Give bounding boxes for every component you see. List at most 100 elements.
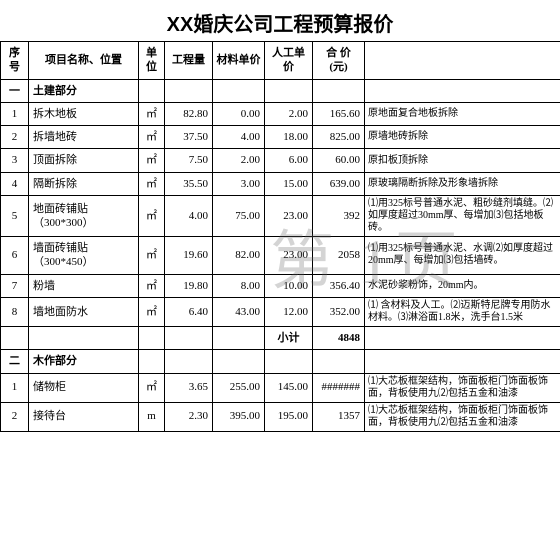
- cell-idx: 4: [1, 172, 29, 195]
- cell-empty: [139, 326, 165, 349]
- cell-idx: 2: [1, 402, 29, 431]
- cell-name: 拆木地板: [29, 102, 139, 125]
- page-title: XX婚庆公司工程预算报价: [0, 0, 560, 41]
- cell-total: 60.00: [313, 149, 365, 172]
- cell-mat: 75.00: [213, 196, 265, 237]
- cell-labor: 15.00: [265, 172, 313, 195]
- header-idx: 序号: [1, 42, 29, 80]
- cell-mat: 43.00: [213, 297, 265, 326]
- cell-total: 356.40: [313, 274, 365, 297]
- cell-qty: 19.60: [165, 237, 213, 275]
- cell-total: #######: [313, 373, 365, 402]
- table-row: 1储物柜㎡3.65255.00145.00#######⑴大芯板框架结构，饰面板…: [1, 373, 560, 402]
- cell-total: 352.00: [313, 297, 365, 326]
- cell-name: 顶面拆除: [29, 149, 139, 172]
- cell-remark: ⑴用325标号普通水泥、粗砂缝剂填缝。⑵如厚度超过30mm厚、每增加⑶包括地板砖…: [365, 196, 560, 237]
- cell-labor: 23.00: [265, 237, 313, 275]
- cell-remark: ⑴大芯板框架结构，饰面板柜门饰面板饰面，背板使用九⑵包括五金和油漆: [365, 402, 560, 431]
- cell-idx: 1: [1, 373, 29, 402]
- cell-unit: ㎡: [139, 196, 165, 237]
- cell-name: 粉墙: [29, 274, 139, 297]
- cell-idx: 1: [1, 102, 29, 125]
- cell-remark: 水泥砂浆粉饰，20mm内。: [365, 274, 560, 297]
- cell-remark: 原扣板顶拆除: [365, 149, 560, 172]
- section-name: 土建部分: [29, 79, 139, 102]
- header-row: 序号 项目名称、位置 单位 工程量 材料单价 人工单价 合 价 (元): [1, 42, 560, 80]
- cell-qty: 82.80: [165, 102, 213, 125]
- cell-empty: [29, 326, 139, 349]
- table-row: 3顶面拆除㎡7.502.006.0060.00原扣板顶拆除: [1, 149, 560, 172]
- cell-unit: ㎡: [139, 297, 165, 326]
- cell-total: 165.60: [313, 102, 365, 125]
- table-row: 8墙地面防水㎡6.4043.0012.00352.00⑴ 含材料及人工。⑵迈斯特…: [1, 297, 560, 326]
- cell-mat: 8.00: [213, 274, 265, 297]
- cell-qty: 3.65: [165, 373, 213, 402]
- cell-labor: 10.00: [265, 274, 313, 297]
- table-row: 2接待台m2.30395.00195.001357⑴大芯板框架结构，饰面板柜门饰…: [1, 402, 560, 431]
- cell-total: 1357: [313, 402, 365, 431]
- subtotal-label: 小计: [265, 326, 313, 349]
- cell-empty: [139, 79, 165, 102]
- cell-remark: 原地面复合地板拆除: [365, 102, 560, 125]
- cell-qty: 6.40: [165, 297, 213, 326]
- header-name: 项目名称、位置: [29, 42, 139, 80]
- cell-name: 拆墙地砖: [29, 126, 139, 149]
- cell-total: 825.00: [313, 126, 365, 149]
- cell-empty: [165, 350, 213, 373]
- cell-empty: [365, 350, 560, 373]
- cell-qty: 37.50: [165, 126, 213, 149]
- cell-empty: [165, 326, 213, 349]
- header-labor: 人工单价: [265, 42, 313, 80]
- cell-mat: 395.00: [213, 402, 265, 431]
- cell-name: 隔断拆除: [29, 172, 139, 195]
- cell-idx: 8: [1, 297, 29, 326]
- cell-empty: [1, 326, 29, 349]
- cell-empty: [213, 326, 265, 349]
- cell-mat: 4.00: [213, 126, 265, 149]
- cell-name: 储物柜: [29, 373, 139, 402]
- cell-unit: ㎡: [139, 274, 165, 297]
- cell-unit: ㎡: [139, 237, 165, 275]
- cell-remark: 原墙地砖拆除: [365, 126, 560, 149]
- cell-unit: ㎡: [139, 102, 165, 125]
- table-row: 1拆木地板㎡82.800.002.00165.60原地面复合地板拆除: [1, 102, 560, 125]
- cell-empty: [213, 79, 265, 102]
- cell-remark: ⑴ 含材料及人工。⑵迈斯特尼牌专用防水材料。⑶淋浴面1.8米，洗手台1.5米: [365, 297, 560, 326]
- cell-empty: [265, 350, 313, 373]
- cell-unit: ㎡: [139, 172, 165, 195]
- cell-qty: 2.30: [165, 402, 213, 431]
- cell-qty: 19.80: [165, 274, 213, 297]
- section-idx: 二: [1, 350, 29, 373]
- cell-total: 639.00: [313, 172, 365, 195]
- cell-unit: ㎡: [139, 126, 165, 149]
- cell-empty: [313, 79, 365, 102]
- cell-idx: 2: [1, 126, 29, 149]
- cell-name: 墙面砖铺贴 （300*450）: [29, 237, 139, 275]
- cell-remark: 原玻璃隔断拆除及形象墙拆除: [365, 172, 560, 195]
- header-unit: 单位: [139, 42, 165, 80]
- budget-table: 序号 项目名称、位置 单位 工程量 材料单价 人工单价 合 价 (元) 一土建部…: [0, 41, 560, 432]
- section-row: 一土建部分: [1, 79, 560, 102]
- cell-mat: 3.00: [213, 172, 265, 195]
- cell-qty: 4.00: [165, 196, 213, 237]
- cell-empty: [313, 350, 365, 373]
- table-row: 6墙面砖铺贴 （300*450）㎡19.6082.0023.002058⑴用32…: [1, 237, 560, 275]
- cell-empty: [265, 79, 313, 102]
- subtotal-value: 4848: [313, 326, 365, 349]
- table-row: 4隔断拆除㎡35.503.0015.00639.00原玻璃隔断拆除及形象墙拆除: [1, 172, 560, 195]
- cell-mat: 0.00: [213, 102, 265, 125]
- cell-labor: 12.00: [265, 297, 313, 326]
- cell-empty: [365, 79, 560, 102]
- cell-unit: ㎡: [139, 373, 165, 402]
- cell-empty: [213, 350, 265, 373]
- header-total: 合 价 (元): [313, 42, 365, 80]
- section-row: 二木作部分: [1, 350, 560, 373]
- cell-name: 墙地面防水: [29, 297, 139, 326]
- cell-idx: 5: [1, 196, 29, 237]
- cell-labor: 2.00: [265, 102, 313, 125]
- cell-unit: m: [139, 402, 165, 431]
- header-qty: 工程量: [165, 42, 213, 80]
- cell-empty: [365, 326, 560, 349]
- cell-idx: 7: [1, 274, 29, 297]
- header-mat: 材料单价: [213, 42, 265, 80]
